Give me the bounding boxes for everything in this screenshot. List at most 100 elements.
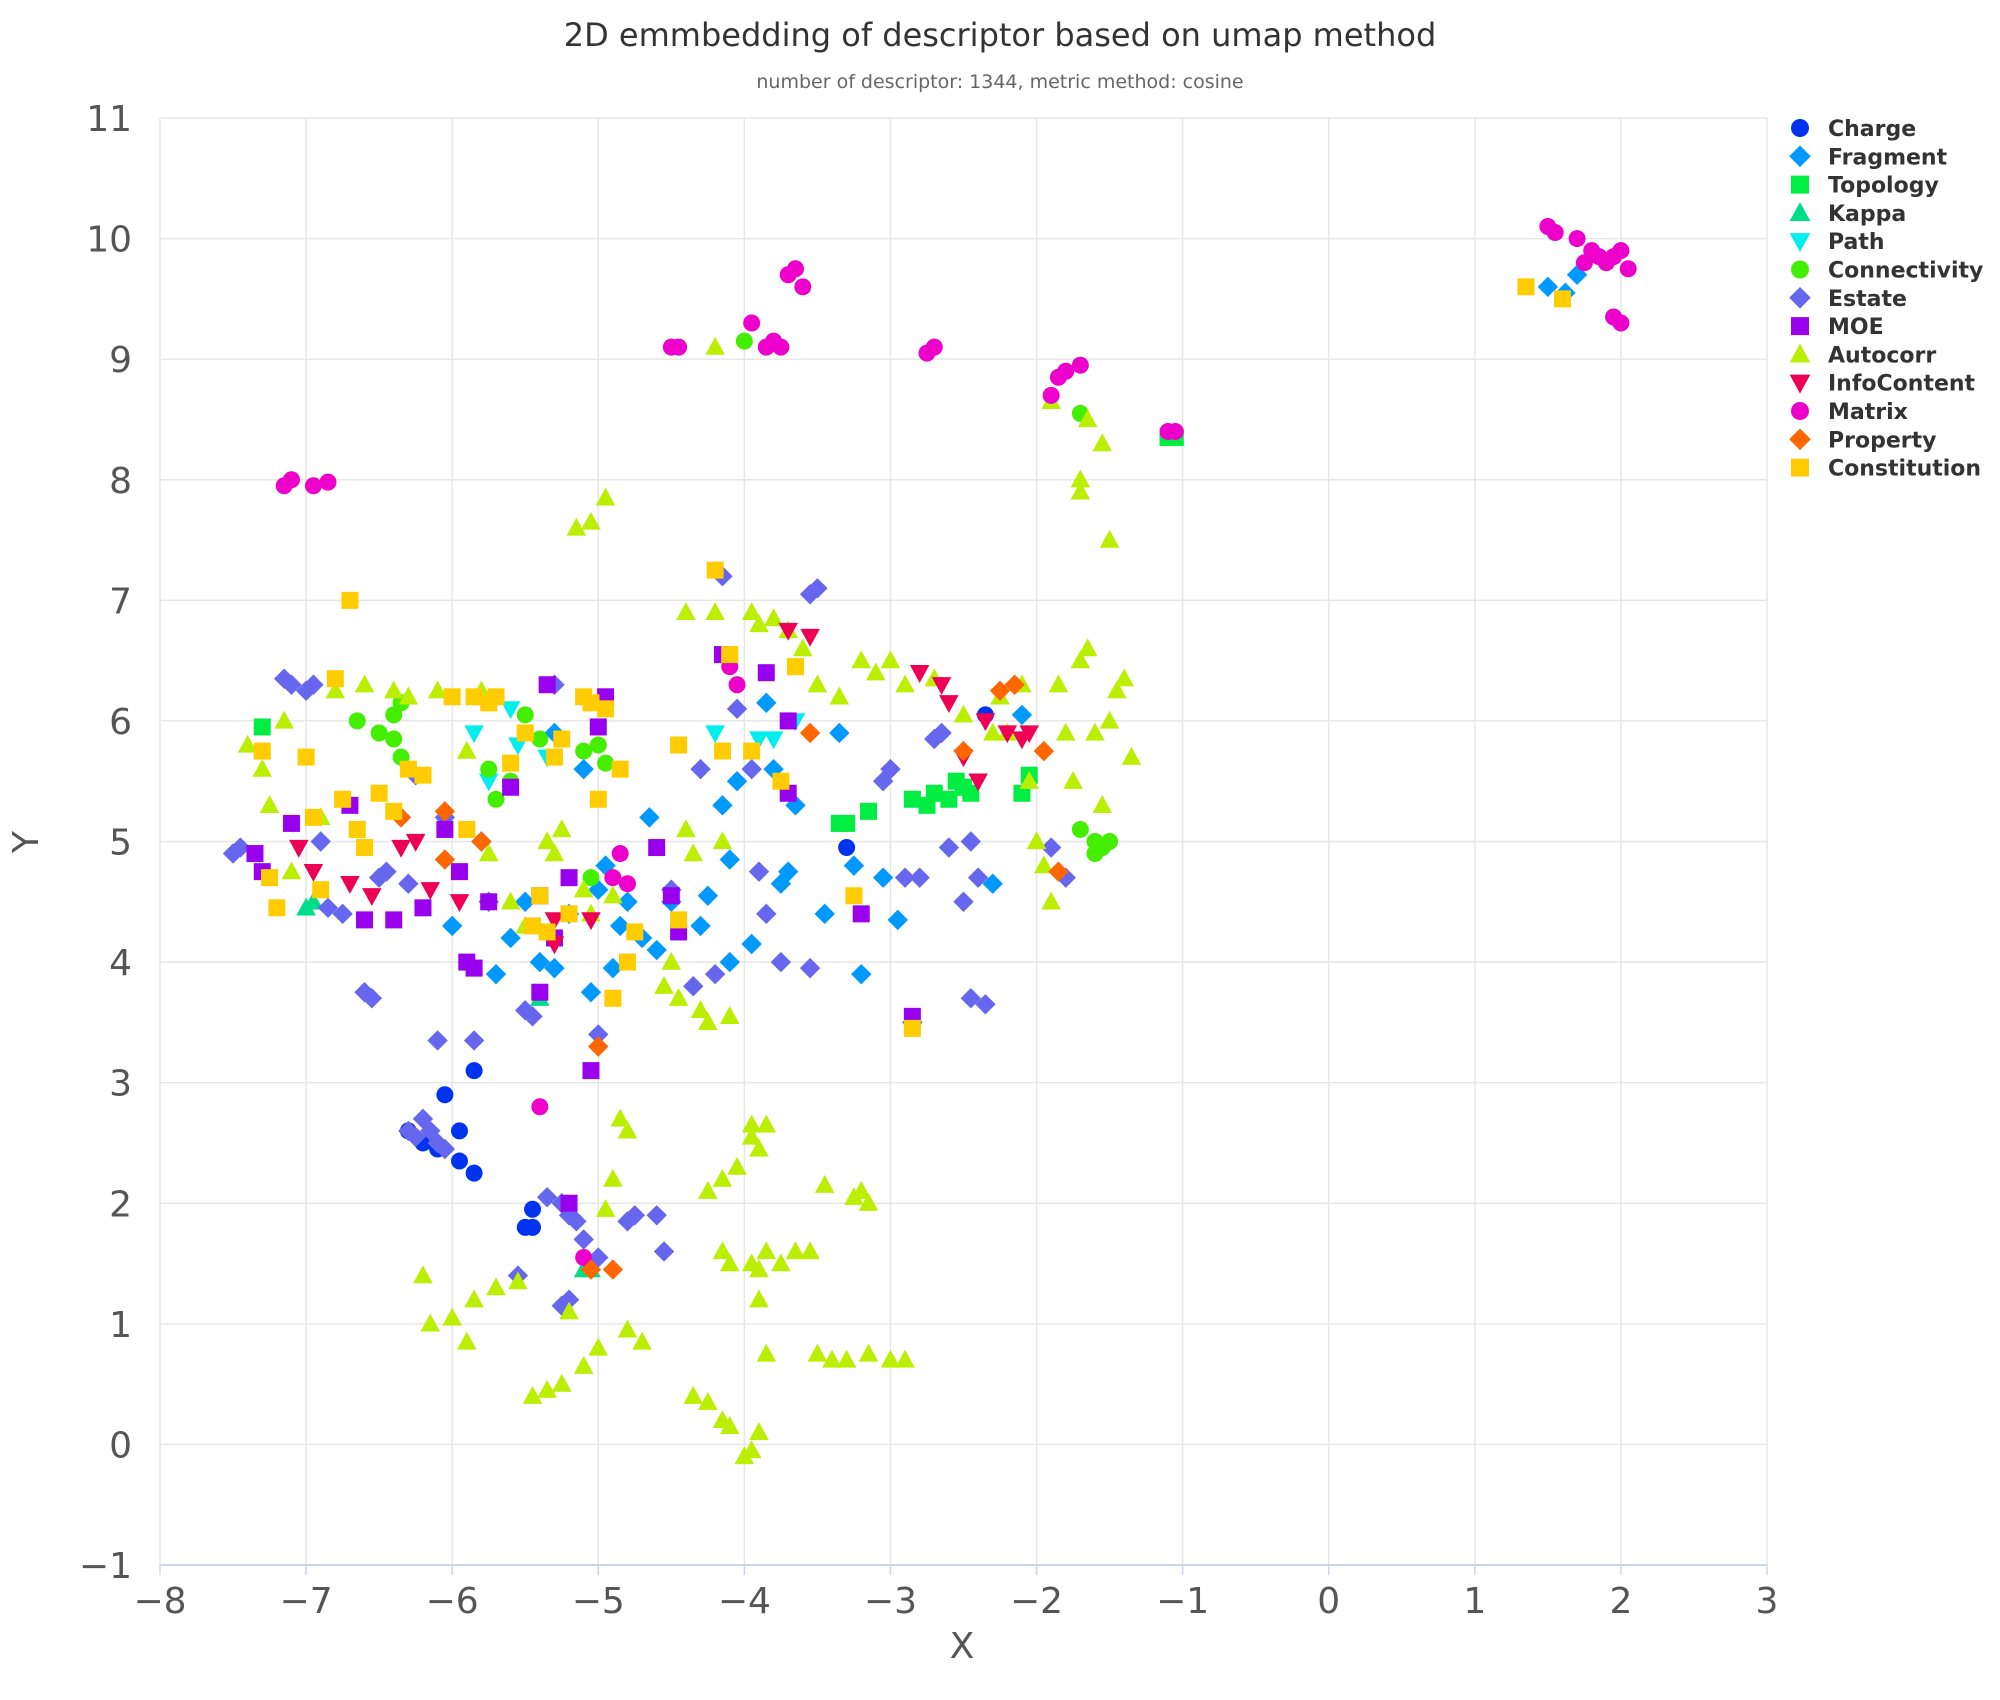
infocontent-point [931,677,952,695]
infocontent-point [544,912,565,931]
y-tick-label: 9 [109,340,132,381]
legend-marker-autocorr [1789,343,1811,363]
infocontent-point [909,665,930,683]
moe-point [436,820,454,838]
infocontent-point [340,876,360,894]
legend-marker-topology [1791,175,1809,194]
constitution-point [268,899,286,917]
legend-item-autocorr[interactable]: Autocorr [1789,343,1937,368]
infocontent-point [975,713,996,732]
estate-point [317,897,339,919]
legend-item-fragment[interactable]: Fragment [1789,145,1948,170]
matrix-point [319,473,337,491]
autocorr-point [712,1168,733,1187]
y-tick-label: 4 [109,943,132,984]
autocorr-point [413,1265,433,1284]
constitution-point [531,887,549,905]
x-tick-label: 1 [1463,1581,1486,1622]
legend-item-kappa[interactable]: Kappa [1789,202,1907,227]
estate-point [799,957,821,979]
topology-point [253,718,271,736]
charge-point [524,1200,542,1218]
infocontent-point [939,695,959,714]
autocorr-point [705,602,725,621]
autocorr-point [880,1349,901,1368]
matrix-point [1546,224,1564,242]
autocorr-point [895,674,915,693]
infocontent-point [1019,725,1040,744]
legend-item-path[interactable]: Path [1789,230,1885,255]
legend-marker-charge [1791,119,1809,137]
matrix-point [786,260,804,278]
legend-item-property[interactable]: Property [1789,428,1936,453]
x-tick-label: 3 [1756,1581,1779,1622]
autocorr-point [741,1126,762,1145]
constitution-point [721,646,739,664]
autocorr-point [749,1289,769,1308]
legend-label: Charge [1828,117,1916,142]
topology-point [860,802,878,820]
autocorr-point [632,1331,652,1350]
legend-item-charge[interactable]: Charge [1791,117,1916,142]
property-point [1004,674,1025,695]
autocorr-point [610,1108,630,1127]
constitution-point [334,790,352,808]
fragment-point [1537,276,1559,298]
charge-point [465,1164,483,1182]
autocorr-point [712,1241,733,1260]
legend-marker-fragment [1789,145,1811,168]
connectivity-point [1071,820,1089,838]
legend-item-infocontent[interactable]: InfoContent [1789,372,1976,397]
fragment-point [1011,704,1033,726]
connectivity-point [370,724,388,742]
autocorr-point [603,885,623,904]
legend-item-constitution[interactable]: Constitution [1791,457,1981,482]
fragment-point [500,927,521,949]
estate-point [807,578,828,599]
matrix-point [925,338,943,356]
series-topology [253,429,1184,832]
path-point [500,701,521,720]
autocorr-point [1107,680,1127,699]
legend-item-moe[interactable]: MOE [1791,315,1884,340]
autocorr-point [1034,855,1054,874]
matrix-point [1612,242,1630,260]
fragment-point [1566,264,1588,285]
autocorr-point [749,1138,769,1157]
x-axis-title: X [950,1626,975,1667]
estate-point [1055,867,1076,888]
property-point [799,722,821,744]
constitution-point [545,748,563,766]
legend-item-matrix[interactable]: Matrix [1791,400,1908,425]
charge-point [524,1218,542,1236]
infocontent-point [800,628,820,647]
estate-point [303,674,324,695]
fragment-point [580,982,602,1003]
autocorr-point [1114,668,1134,687]
constitution-point [312,881,330,899]
autocorr-point [785,1241,806,1260]
autocorr-point [559,1301,579,1320]
autocorr-point [595,1199,616,1217]
legend-marker-constitution [1791,458,1809,477]
x-tick-label: −1 [1156,1581,1209,1622]
legend-item-topology[interactable]: Topology [1791,174,1939,199]
constitution-point [1517,278,1535,296]
legend-item-estate[interactable]: Estate [1789,287,1907,312]
x-tick-label: −3 [864,1581,917,1622]
connectivity-point [582,869,600,887]
connectivity-point [480,760,498,778]
autocorr-point [1026,831,1047,850]
fragment-point [515,891,536,912]
series-moe [246,646,921,1212]
autocorr-point [807,674,828,693]
autocorr-point [654,976,674,994]
constitution-point [297,748,315,766]
constitution-point [414,766,432,784]
estate-point [799,584,821,605]
legend-item-connectivity[interactable]: Connectivity [1791,259,1983,284]
connectivity-point [531,730,549,748]
property-point [953,740,974,762]
legend-label: Kappa [1828,202,1906,227]
estate-point [536,1187,558,1208]
